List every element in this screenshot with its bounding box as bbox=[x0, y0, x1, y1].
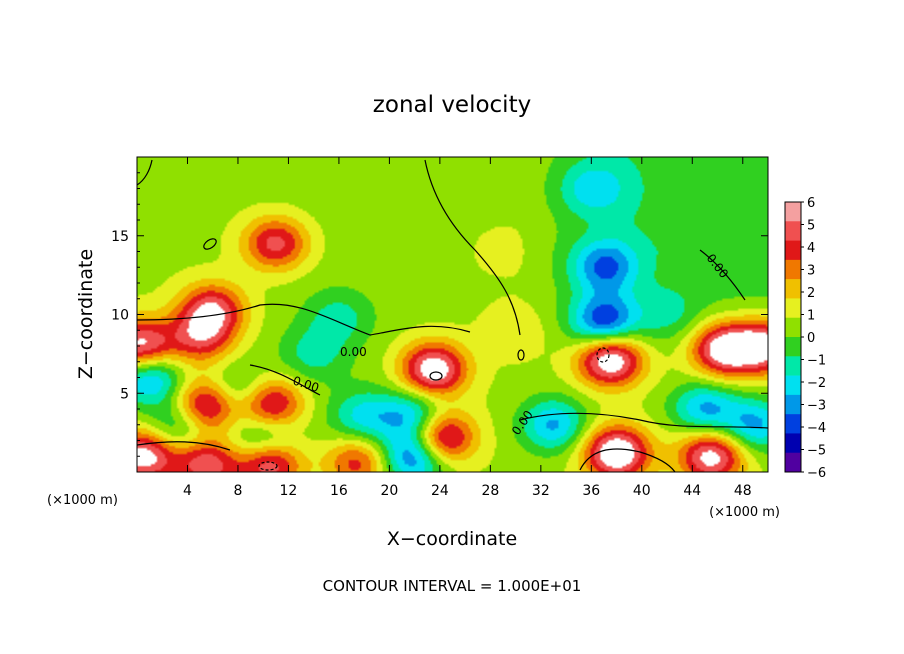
colorbar-label: −4 bbox=[807, 421, 826, 436]
plot-area: 0.00 0.00 0.00 0.00 bbox=[137, 157, 768, 472]
contour-zero-mid bbox=[137, 303, 471, 336]
colorbar-swatch bbox=[785, 414, 801, 434]
y-tick-label: 5 bbox=[120, 386, 129, 402]
x-tick-label: 36 bbox=[582, 483, 600, 499]
colorbar-swatch bbox=[785, 221, 801, 241]
contour-lines bbox=[137, 159, 768, 472]
colorbar-label: −3 bbox=[807, 399, 826, 414]
x-tick-label: 48 bbox=[734, 483, 752, 499]
y-axis-label: Z−coordinate bbox=[75, 249, 97, 379]
chart-title: zonal velocity bbox=[373, 92, 531, 118]
colorbar-label: 2 bbox=[807, 286, 815, 301]
colorbar-label: −2 bbox=[807, 376, 826, 391]
y-tick-label: 15 bbox=[111, 229, 129, 245]
x-unit-label: (×1000 m) bbox=[709, 505, 780, 520]
colorbar-swatch bbox=[785, 452, 801, 473]
velocity-field bbox=[137, 157, 768, 472]
colorbar-swatch bbox=[785, 279, 801, 299]
x-axis-label: X−coordinate bbox=[387, 528, 517, 550]
colorbar-label: 6 bbox=[807, 196, 815, 211]
y-tick-label: 10 bbox=[111, 308, 129, 324]
contour-zero-edge bbox=[699, 249, 746, 301]
contour-zero-lower bbox=[249, 364, 321, 396]
x-tick-label: 8 bbox=[233, 483, 242, 499]
contour-closed-3 bbox=[596, 347, 610, 363]
colorbar-swatch bbox=[785, 433, 801, 454]
colorbar-swatch bbox=[785, 394, 801, 415]
colorbar-swatch bbox=[785, 317, 801, 338]
contour-zero-upper bbox=[424, 159, 521, 336]
colorbar: 6 5 4 3 2 1 0 −1 −2 −3 −4 −5 −6 bbox=[784, 196, 826, 481]
contour-interval: CONTOUR INTERVAL = 1.000E+01 bbox=[323, 577, 582, 595]
x-tick-label: 20 bbox=[380, 483, 398, 499]
colorbar-swatch bbox=[785, 202, 801, 222]
colorbar-label: 3 bbox=[807, 264, 815, 279]
colorbar-label: 0 bbox=[807, 331, 815, 346]
x-tick-label: 32 bbox=[532, 483, 550, 499]
colorbar-swatch bbox=[785, 298, 801, 319]
x-tick-label: 28 bbox=[481, 483, 499, 499]
x-tick-label: 12 bbox=[280, 483, 298, 499]
colorbar-label: −5 bbox=[807, 444, 826, 459]
colorbar-label: 1 bbox=[807, 309, 815, 324]
contour-zero-corner bbox=[137, 159, 153, 186]
y-unit-label: (×1000 m) bbox=[47, 493, 118, 508]
x-tick-label: 44 bbox=[683, 483, 701, 499]
colorbar-label: −6 bbox=[807, 466, 826, 481]
colorbar-swatch bbox=[785, 375, 801, 396]
contour-zero-right bbox=[519, 412, 768, 429]
colorbar-label: −1 bbox=[807, 354, 826, 369]
colorbar-swatch bbox=[785, 240, 801, 261]
x-tick-label: 16 bbox=[330, 483, 348, 499]
x-tick-label: 40 bbox=[633, 483, 651, 499]
colorbar-swatch bbox=[785, 259, 801, 280]
contour-closed-2 bbox=[429, 371, 443, 381]
x-tick-label: 4 bbox=[183, 483, 192, 499]
x-tick-label: 24 bbox=[431, 483, 449, 499]
contour-closed-4 bbox=[258, 461, 278, 471]
colorbar-label: 5 bbox=[807, 219, 815, 234]
contour-closed-5 bbox=[517, 349, 525, 361]
contour-zero-left bbox=[137, 441, 231, 451]
contour-closed-1 bbox=[203, 238, 217, 250]
colorbar-swatch bbox=[785, 337, 801, 357]
contour-label-1: 0.00 bbox=[340, 345, 367, 359]
colorbar-swatch bbox=[785, 356, 801, 376]
colorbar-label: 4 bbox=[807, 241, 815, 256]
contour-zero-base bbox=[579, 448, 676, 472]
